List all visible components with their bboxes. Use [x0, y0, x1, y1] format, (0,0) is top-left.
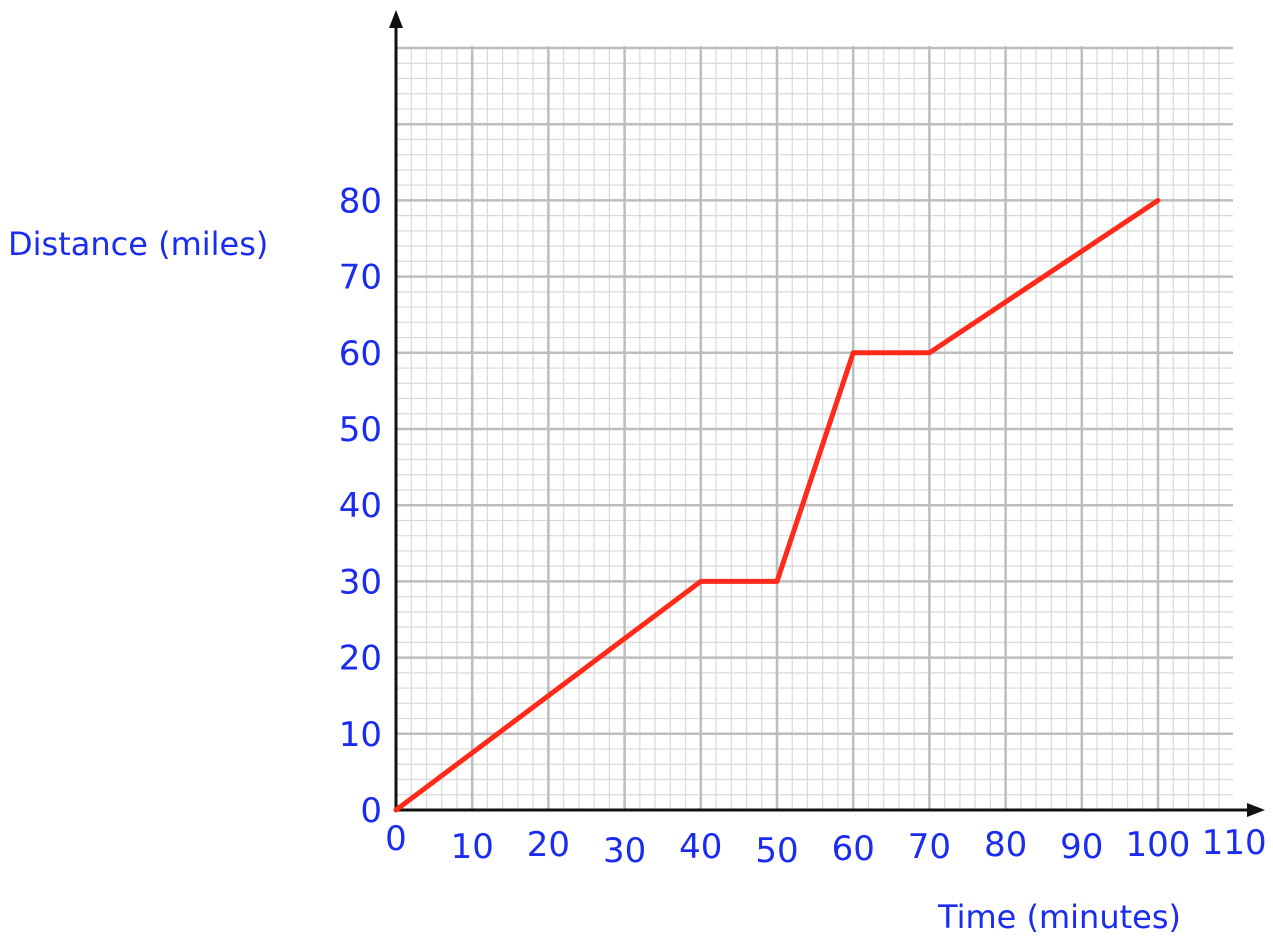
y-tick-label: 20	[339, 639, 382, 679]
x-tick-label: 80	[984, 825, 1027, 865]
x-axis-arrow-icon	[1247, 803, 1265, 817]
x-tick-label: 110	[1202, 823, 1267, 863]
x-tick-labels: 0 10 20 30 40 50 60 70 80 90 100 110	[385, 819, 1266, 871]
series-line	[393, 197, 1161, 813]
grid-major-lines	[394, 46, 1233, 812]
x-tick-label: 30	[603, 831, 646, 871]
x-axis-title: Time (minutes)	[937, 898, 1181, 936]
y-axis-arrow-icon	[389, 10, 403, 28]
axes	[389, 10, 1265, 817]
y-tick-label: 50	[339, 410, 382, 450]
y-tick-labels: 0 10 20 30 40 50 60 70 80	[339, 181, 382, 831]
x-tick-label: 40	[679, 827, 722, 867]
x-tick-label: 10	[451, 827, 494, 867]
x-tick-label: 60	[832, 829, 875, 869]
y-tick-label: 40	[339, 486, 382, 526]
x-tick-label: 70	[908, 827, 951, 867]
x-tick-label: 50	[755, 831, 798, 871]
x-tick-label: 0	[385, 819, 407, 859]
y-tick-label: 0	[360, 791, 382, 831]
series-group	[393, 197, 1161, 813]
y-axis-title: Distance (miles)	[8, 225, 268, 263]
x-tick-label: 20	[527, 825, 570, 865]
y-tick-label: 70	[339, 258, 382, 298]
x-tick-label: 100	[1126, 825, 1191, 865]
y-tick-label: 10	[339, 715, 382, 755]
x-tick-label: 90	[1060, 827, 1103, 867]
y-tick-label: 60	[339, 334, 382, 374]
y-tick-label: 30	[339, 562, 382, 602]
y-tick-label: 80	[339, 181, 382, 221]
